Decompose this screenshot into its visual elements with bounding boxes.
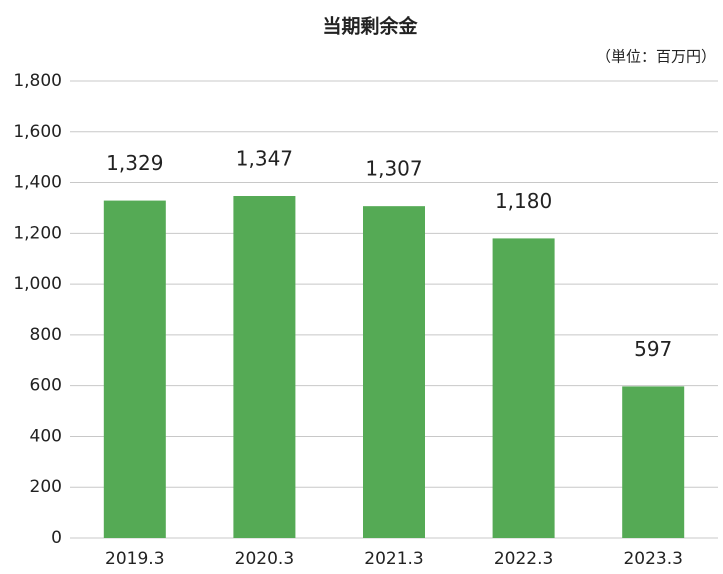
y-tick-label: 1,400 [13, 173, 62, 193]
y-tick-label: 400 [30, 426, 62, 446]
value-label: 1,329 [106, 151, 163, 175]
y-tick-label: 1,200 [13, 223, 62, 243]
x-tick-label: 2020.3 [235, 549, 294, 569]
y-tick-label: 600 [30, 376, 62, 396]
chart-title: 当期剰余金 [322, 15, 418, 38]
y-tick-label: 200 [30, 477, 62, 497]
y-tick-label: 800 [30, 325, 62, 345]
value-label: 1,180 [495, 189, 552, 213]
unit-note: （単位：百万円） [596, 48, 716, 66]
bar [492, 238, 555, 538]
x-tick-label: 2021.3 [364, 549, 423, 569]
value-label: 1,307 [365, 157, 422, 181]
x-tick-label: 2019.3 [105, 549, 164, 569]
y-tick-label: 1,000 [13, 274, 62, 294]
bar [233, 196, 296, 539]
value-label: 1,347 [236, 147, 293, 171]
value-label: 597 [634, 337, 672, 361]
y-tick-label: 1,600 [13, 122, 62, 142]
y-tick-label: 0 [51, 528, 62, 548]
bar [622, 386, 685, 538]
x-tick-label: 2023.3 [623, 549, 682, 569]
bar [103, 200, 166, 538]
bar [363, 206, 425, 538]
y-tick-label: 1,800 [13, 71, 62, 91]
x-tick-label: 2022.3 [494, 549, 553, 569]
